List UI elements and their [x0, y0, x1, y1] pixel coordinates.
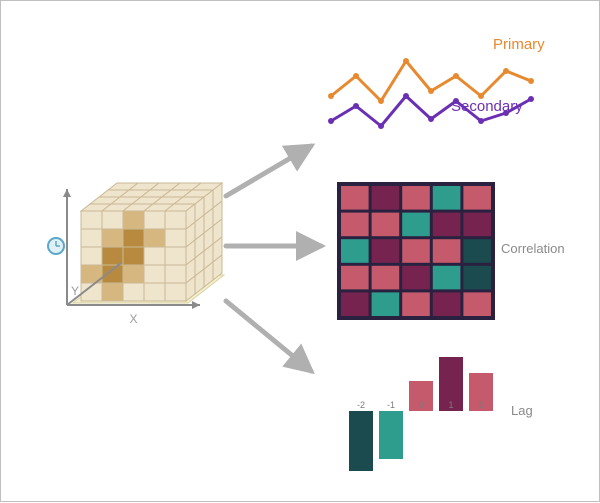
bar--1: [379, 411, 403, 459]
line-chart: [328, 58, 534, 129]
axis-y-label: Y: [71, 284, 79, 298]
diagram-svg: X Y Primary Secondary Correlation -2 -1 0 1 2 Lag: [1, 1, 600, 503]
lag-bar-chart: -2 -1 0 1 2: [349, 357, 493, 471]
bar-tick-0: 0: [418, 400, 423, 410]
bar-tick-2: 2: [478, 400, 483, 410]
bar-tick-1: 1: [448, 400, 453, 410]
flow-arrow-0: [226, 146, 311, 196]
correlation-heatmap: [337, 182, 495, 320]
diagram-stage: X Y Primary Secondary Correlation -2 -1 0 1 2 Lag: [0, 0, 600, 502]
legend-secondary: Secondary: [451, 98, 523, 115]
bar-chart-label: Lag: [511, 403, 533, 418]
series-primary: [331, 61, 531, 101]
axis-x-label: X: [129, 312, 137, 326]
bar-tick--2: -2: [357, 400, 365, 410]
legend-primary: Primary: [493, 36, 545, 53]
bar--2: [349, 411, 373, 471]
bar-tick--1: -1: [387, 400, 395, 410]
flow-arrow-2: [226, 301, 311, 371]
heatmap-label: Correlation: [501, 241, 565, 256]
